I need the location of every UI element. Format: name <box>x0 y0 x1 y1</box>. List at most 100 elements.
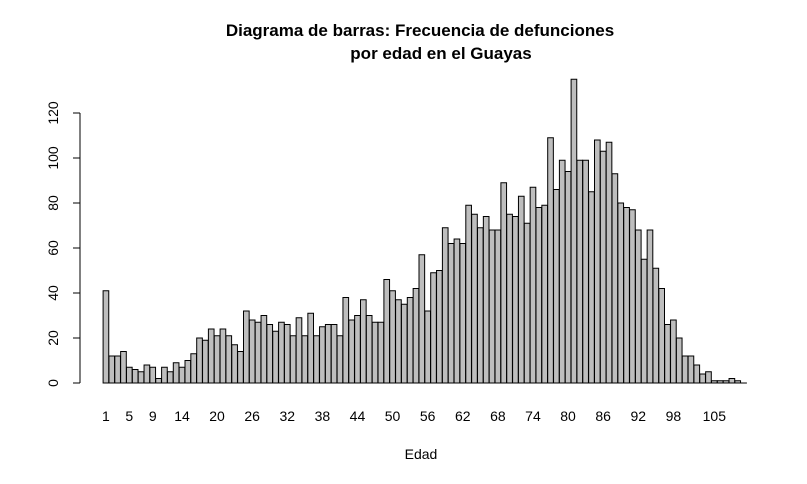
y-tick-label: 120 <box>45 101 61 125</box>
bar-edad-69 <box>500 182 508 384</box>
x-tick-labels: 1 5 9 14 20 26 32 38 44 50 56 62 68 74 80 86 92 98 105 <box>102 408 726 424</box>
bar-edad-8 <box>143 364 151 384</box>
bar-edad-13 <box>172 362 180 384</box>
x-tick-label: 32 <box>279 408 295 424</box>
bar-edad-102 <box>693 364 701 384</box>
bar-edad-15 <box>184 360 192 384</box>
bar-edad-55 <box>418 254 426 384</box>
bar-edad-43 <box>348 319 355 384</box>
bar-edad-4 <box>120 351 127 384</box>
bar-edad-6 <box>131 369 139 384</box>
bar-edad-98 <box>670 319 677 384</box>
bar-edad-22 <box>225 335 233 384</box>
bar-edad-35 <box>301 335 309 384</box>
bar-edad-47 <box>371 321 379 384</box>
bar-edad-101 <box>687 355 695 384</box>
bar-edad-54 <box>412 288 420 384</box>
x-tick-label: 44 <box>350 408 366 424</box>
bar-edad-9 <box>149 366 157 384</box>
bar-edad-88 <box>611 173 619 384</box>
chart-title-line2: por edad en el Guayas <box>350 44 531 63</box>
bar-edad-39 <box>324 324 332 384</box>
bar-edad-44 <box>354 315 361 384</box>
bar-edad-79 <box>558 159 566 384</box>
bar-edad-87 <box>605 141 613 384</box>
bar-edad-41 <box>336 335 344 384</box>
bar-edad-95 <box>652 267 660 384</box>
bar-edad-42 <box>342 297 350 384</box>
bar-edad-40 <box>330 324 338 384</box>
bar-edad-52 <box>400 303 408 384</box>
bar-edad-5 <box>126 366 133 384</box>
bar-edad-89 <box>617 202 625 384</box>
x-tick-label: 62 <box>455 408 471 424</box>
bar-edad-68 <box>494 229 502 384</box>
bar-edad-18 <box>202 339 209 384</box>
chart-title-line1: Diagrama de barras: Frecuencia de defunc… <box>226 21 614 40</box>
bar-edad-10 <box>155 378 162 384</box>
y-tick-label: 60 <box>45 240 61 256</box>
y-axis: 0 20 40 60 80 100 120 <box>45 101 81 387</box>
bar-edad-58 <box>436 270 443 384</box>
bar-edad-23 <box>231 344 238 384</box>
bar-edad-72 <box>517 195 525 384</box>
bar-edad-24 <box>237 351 244 384</box>
bar-edad-62 <box>459 243 467 384</box>
y-tick-label: 40 <box>45 285 61 301</box>
bar-edad-73 <box>523 222 531 384</box>
x-tick-label: 14 <box>174 408 190 424</box>
bar-edad-19 <box>207 328 215 384</box>
bar-edad-45 <box>360 299 367 384</box>
x-tick-label: 92 <box>630 408 646 424</box>
bar-edad-46 <box>365 315 373 384</box>
bar-edad-106 <box>716 380 724 384</box>
y-tick-label: 0 <box>45 379 61 387</box>
bar-edad-97 <box>664 324 671 384</box>
y-tick-label: 20 <box>45 330 61 346</box>
bar-edad-105 <box>711 380 718 384</box>
bar-edad-83 <box>582 159 589 384</box>
x-tick-label: 68 <box>490 408 506 424</box>
bar-edad-86 <box>599 150 607 384</box>
bars-group <box>102 78 747 384</box>
bar-edad-38 <box>319 326 326 384</box>
bar-edad-14 <box>178 366 186 384</box>
x-tick-label: 5 <box>125 408 133 424</box>
x-tick-label: 86 <box>595 408 611 424</box>
bar-edad-74 <box>529 186 537 384</box>
bar-edad-63 <box>465 204 472 384</box>
bar-edad-91 <box>629 209 636 384</box>
bar-edad-25 <box>243 310 250 384</box>
x-axis-label: Edad <box>405 446 438 462</box>
bar-edad-21 <box>219 328 227 384</box>
bar-edad-49 <box>383 279 391 384</box>
bar-edad-48 <box>377 321 385 384</box>
bar-edad-80 <box>564 171 572 384</box>
x-tick-label: 38 <box>315 408 331 424</box>
x-tick-label: 80 <box>560 408 576 424</box>
bar-edad-11 <box>161 366 168 384</box>
bar-edad-3 <box>114 355 121 384</box>
bar-edad-12 <box>166 371 174 384</box>
bar-edad-32 <box>283 324 291 384</box>
bar-edad-92 <box>634 229 642 384</box>
bar-edad-36 <box>307 312 315 384</box>
bar-edad-66 <box>482 216 490 384</box>
bar-edad-85 <box>594 139 601 384</box>
bar-edad-7 <box>137 371 145 384</box>
bar-edad-84 <box>588 191 595 384</box>
x-tick-label: 9 <box>149 408 157 424</box>
bar-edad-60 <box>447 243 455 384</box>
bar-edad-59 <box>441 227 449 384</box>
x-tick-label: 20 <box>209 408 225 424</box>
bar-edad-108 <box>728 378 736 384</box>
bar-edad-94 <box>646 229 654 384</box>
bar-edad-99 <box>675 337 683 384</box>
bar-edad-57 <box>430 272 437 384</box>
bar-edad-2 <box>108 355 116 384</box>
bar-edad-33 <box>289 335 297 384</box>
bar-edad-67 <box>488 229 496 384</box>
bar-edad-90 <box>623 207 630 384</box>
bar-edad-104 <box>705 371 712 384</box>
